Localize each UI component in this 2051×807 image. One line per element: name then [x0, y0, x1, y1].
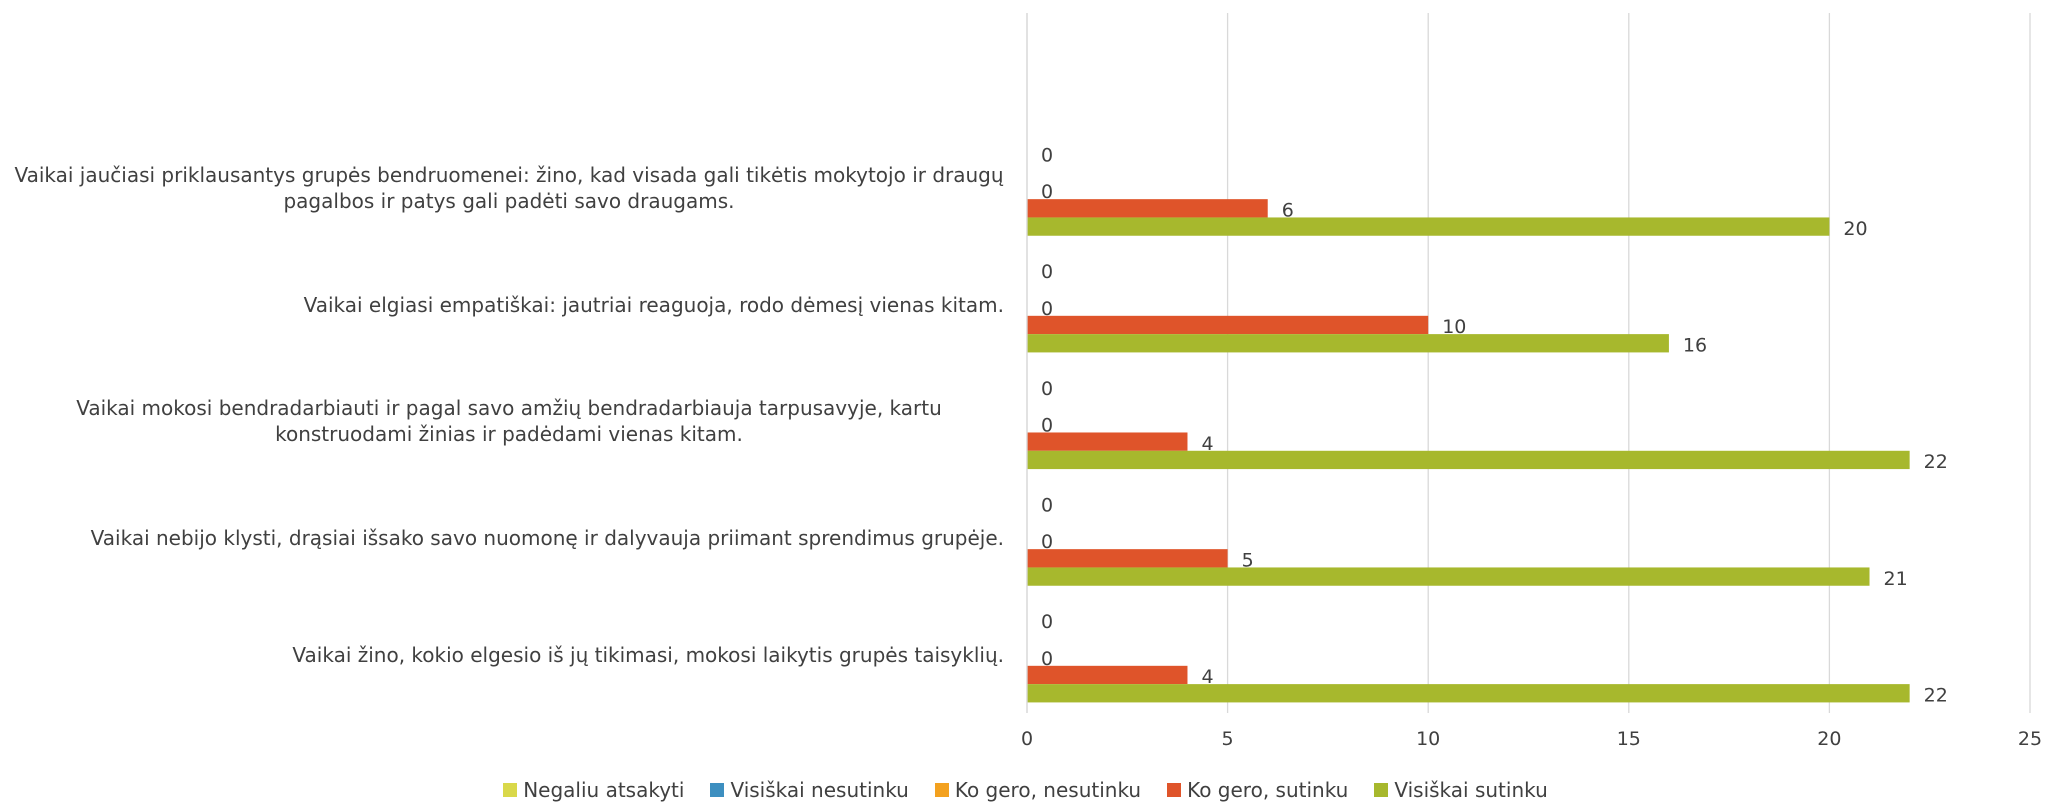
data-label: 4 [1201, 666, 1213, 688]
category-label-box: Vaikai žino, kokio elgesio iš jų tikimas… [14, 642, 1004, 668]
data-label: 10 [1442, 316, 1466, 338]
x-tick-label: 20 [1817, 728, 1841, 750]
bar [1027, 432, 1188, 451]
legend-label: Negaliu atsakyti [523, 778, 685, 802]
data-label: 0 [1041, 531, 1053, 553]
category-label: Vaikai jaučiasi priklausantys grupės ben… [14, 163, 1004, 213]
legend-item: Visiškai sutinku [1374, 778, 1548, 802]
bar [1027, 334, 1669, 353]
data-label: 0 [1041, 414, 1053, 436]
legend-swatch [503, 783, 518, 797]
legend-swatch [1374, 783, 1389, 797]
legend: Negaliu atsakyti Visiškai nesutinku Ko ger… [0, 778, 2051, 802]
data-label: 21 [1884, 568, 1908, 590]
data-label: 0 [1041, 261, 1053, 283]
bar [1027, 315, 1429, 335]
x-tick-label: 5 [1222, 728, 1234, 750]
category-label-box: Vaikai elgiasi empatiškai: jautriai reag… [14, 292, 1004, 318]
data-label: 0 [1041, 611, 1053, 633]
x-tick-label: 0 [1021, 728, 1033, 750]
category-label-box: Vaikai mokosi bendradarbiauti ir pagal s… [14, 395, 1004, 447]
legend-label: Ko gero, nesutinku [954, 778, 1142, 802]
data-label: 16 [1683, 334, 1707, 356]
legend-label: Visiškai nesutinku [730, 778, 909, 802]
data-label: 22 [1924, 451, 1948, 473]
bar [1027, 665, 1188, 685]
data-label: 5 [1242, 549, 1254, 571]
x-tick-label: 15 [1617, 728, 1641, 750]
category-label-box: Vaikai jaučiasi priklausantys grupės ben… [14, 162, 1004, 214]
data-label: 4 [1201, 433, 1213, 455]
data-label: 0 [1041, 145, 1053, 167]
legend-item: Visiškai nesutinku [710, 778, 909, 802]
legend-item: Ko gero, nesutinku [934, 778, 1142, 802]
data-label: 22 [1924, 684, 1948, 706]
data-label: 6 [1282, 199, 1294, 221]
legend-item: Ko gero, sutinku [1167, 778, 1348, 802]
bar [1027, 684, 1910, 703]
bar [1027, 199, 1268, 218]
bar [1027, 567, 1870, 586]
legend-swatch [710, 783, 725, 797]
bar [1027, 217, 1830, 236]
legend-item: Negaliu atsakyti [503, 778, 684, 802]
bar [1027, 450, 1910, 470]
bar [1027, 549, 1228, 568]
category-label: Vaikai mokosi bendradarbiauti ir pagal s… [76, 396, 942, 447]
legend-swatch [934, 783, 949, 797]
category-label-box: Vaikai nebijo klysti, drąsiai išsako sav… [14, 525, 1004, 551]
category-label: Vaikai žino, kokio elgesio iš jų tikimas… [292, 642, 1004, 667]
data-label: 20 [1843, 218, 1867, 240]
category-label: Vaikai elgiasi empatiškai: jautriai reag… [303, 292, 1004, 317]
legend-label: Visiškai sutinku [1394, 778, 1548, 802]
data-label: 0 [1041, 378, 1053, 400]
data-label: 0 [1041, 495, 1053, 517]
data-label: 0 [1041, 181, 1053, 203]
data-label: 0 [1041, 298, 1053, 320]
legend-swatch [1167, 783, 1182, 797]
x-tick-label: 10 [1416, 728, 1440, 750]
x-tick-label: 25 [2018, 728, 2042, 750]
category-label: Vaikai nebijo klysti, drąsiai išsako sav… [90, 526, 1004, 550]
data-label: 0 [1041, 648, 1053, 670]
legend-label: Ko gero, sutinku [1187, 778, 1349, 802]
